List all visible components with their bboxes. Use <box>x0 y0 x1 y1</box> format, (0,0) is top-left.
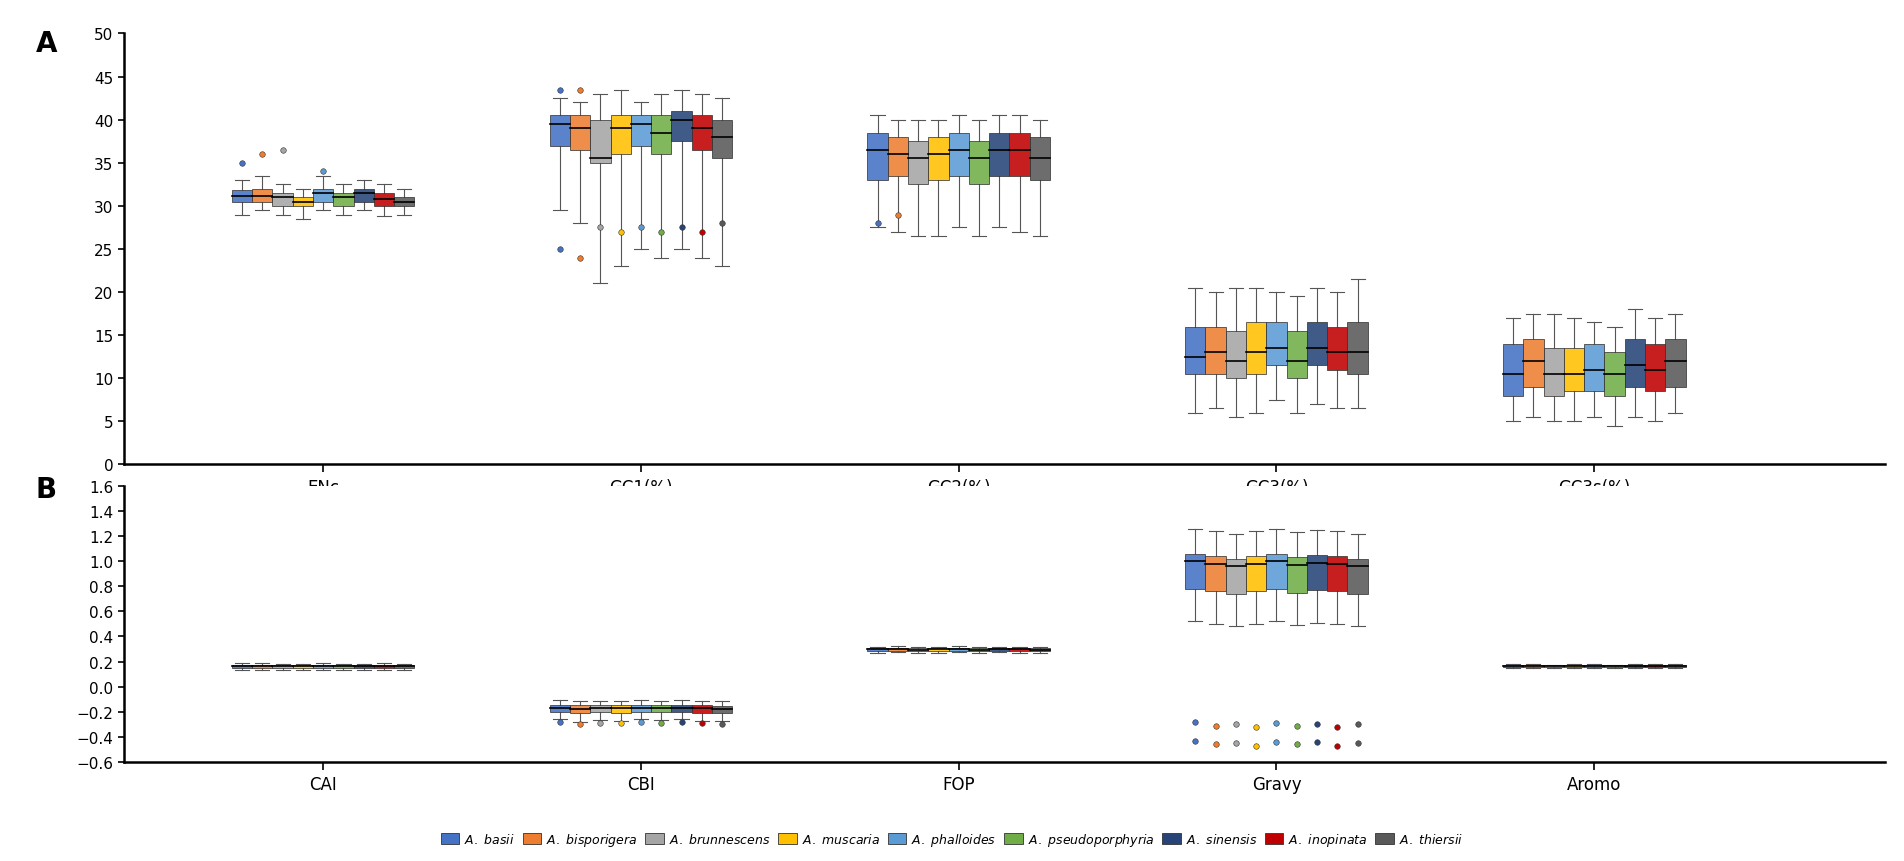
Bar <box>569 706 590 713</box>
Bar <box>1327 327 1348 370</box>
Bar <box>712 706 733 713</box>
Bar <box>1306 555 1327 591</box>
Bar <box>1544 666 1563 667</box>
Bar <box>651 705 672 713</box>
Bar <box>712 121 733 159</box>
Bar <box>293 665 312 668</box>
Bar <box>1030 138 1049 181</box>
Bar <box>354 665 373 668</box>
Bar <box>1287 331 1306 379</box>
Bar <box>1327 556 1348 592</box>
Bar <box>887 648 908 651</box>
Bar <box>373 665 394 668</box>
Bar <box>1009 648 1030 651</box>
Bar <box>929 648 948 651</box>
Bar <box>1245 323 1266 375</box>
Text: A: A <box>36 30 57 58</box>
Bar <box>1502 666 1523 667</box>
Bar <box>333 666 354 668</box>
Bar <box>1584 344 1605 392</box>
Bar <box>272 194 293 207</box>
Bar <box>1287 558 1306 593</box>
Bar <box>312 189 333 202</box>
Bar <box>1226 331 1245 379</box>
Bar <box>990 133 1009 177</box>
Bar <box>1184 327 1205 375</box>
Bar <box>1523 666 1544 667</box>
Bar <box>272 666 293 668</box>
Bar <box>1666 666 1685 667</box>
Bar <box>929 138 948 181</box>
Bar <box>590 121 611 164</box>
Bar <box>251 665 272 668</box>
Bar <box>868 648 887 651</box>
Bar <box>908 648 929 652</box>
Bar <box>550 705 569 712</box>
Bar <box>232 191 251 202</box>
Bar <box>1624 666 1645 667</box>
Bar <box>868 133 887 181</box>
Text: B: B <box>36 475 57 504</box>
Bar <box>630 116 651 146</box>
Bar <box>990 648 1009 651</box>
Bar <box>1502 344 1523 396</box>
Bar <box>312 665 333 668</box>
Bar <box>1306 323 1327 366</box>
Bar <box>1030 648 1049 651</box>
Legend: $\it{A.\ basii}$, $\it{A.\ bisporigera}$, $\it{A.\ brunnescens}$, $\it{A.\ musca: $\it{A.\ basii}$, $\it{A.\ bisporigera}$… <box>436 826 1468 853</box>
Bar <box>948 648 969 651</box>
Bar <box>1584 666 1605 667</box>
Bar <box>333 194 354 207</box>
Bar <box>908 142 929 185</box>
Bar <box>232 665 251 668</box>
Bar <box>1245 556 1266 592</box>
Bar <box>394 666 415 668</box>
Bar <box>691 706 712 713</box>
Bar <box>1348 559 1367 594</box>
Bar <box>1605 353 1624 396</box>
Bar <box>1544 349 1563 396</box>
Bar <box>293 198 312 207</box>
Bar <box>948 133 969 177</box>
Bar <box>969 648 990 651</box>
Bar <box>1645 344 1666 392</box>
Bar <box>1645 666 1666 667</box>
Bar <box>887 138 908 177</box>
Bar <box>1563 666 1584 667</box>
Bar <box>630 705 651 712</box>
Bar <box>651 116 672 155</box>
Bar <box>373 194 394 207</box>
Bar <box>1266 323 1287 366</box>
Bar <box>1205 327 1226 375</box>
Bar <box>1624 340 1645 387</box>
Bar <box>394 198 415 207</box>
Bar <box>354 189 373 202</box>
Bar <box>1563 349 1584 392</box>
Bar <box>1523 340 1544 387</box>
Bar <box>251 189 272 202</box>
Bar <box>1184 554 1205 589</box>
Bar <box>1348 323 1367 375</box>
Bar <box>1009 133 1030 177</box>
Bar <box>672 112 691 142</box>
Bar <box>611 706 630 713</box>
Bar <box>969 142 990 185</box>
Bar <box>672 705 691 712</box>
Bar <box>691 116 712 151</box>
Bar <box>1226 559 1245 594</box>
Bar <box>569 116 590 151</box>
Bar <box>1205 556 1226 592</box>
Bar <box>550 116 569 146</box>
Bar <box>1666 340 1685 387</box>
Bar <box>611 116 630 155</box>
Bar <box>1266 554 1287 589</box>
Bar <box>590 705 611 713</box>
Bar <box>1605 666 1624 667</box>
